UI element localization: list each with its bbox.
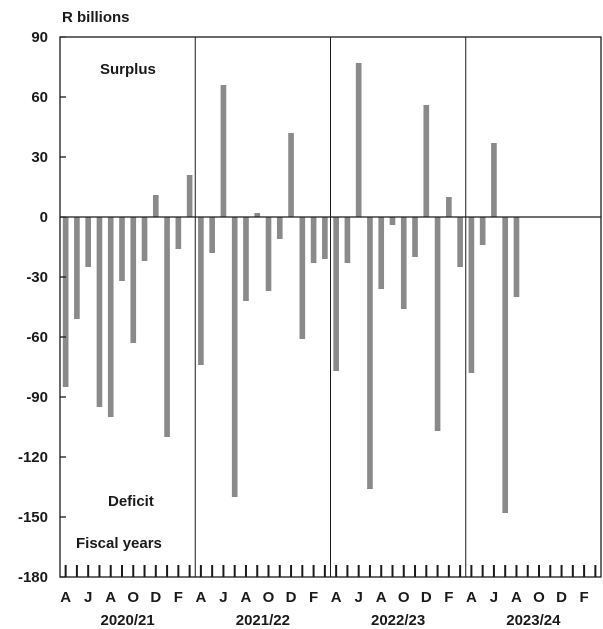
bar-2021-22-nov <box>276 217 283 239</box>
y-tick-label: 30 <box>31 149 48 166</box>
month-label: A <box>105 589 116 606</box>
month-label: O <box>263 589 275 606</box>
y-tick-label: -60 <box>26 329 48 346</box>
bar-2020-21-apr <box>62 217 69 387</box>
bar-2021-22-may <box>209 217 215 253</box>
bar-2022-23-may <box>344 217 351 263</box>
month-label: O <box>533 589 545 606</box>
fiscal-years-annotation: Fiscal years <box>76 535 162 552</box>
bar-2021-22-oct <box>265 217 272 291</box>
month-label: F <box>580 589 589 606</box>
bar-2020-21-aug <box>107 217 114 417</box>
bar-2020-21-nov <box>141 217 148 261</box>
fiscal-year-label: 2022/23 <box>371 612 425 629</box>
month-label: D <box>286 589 297 606</box>
month-label: F <box>174 589 183 606</box>
y-axis: 90 60 30 0 -30 -60 -90 -120 -150 -180 <box>18 29 66 586</box>
surplus-annotation: Surplus <box>100 61 156 78</box>
month-label: J <box>490 589 498 606</box>
bar-2022-23-jun <box>355 63 362 217</box>
bar-2020-21-feb <box>175 217 182 249</box>
bar-2023-24-jul <box>502 217 509 513</box>
bar-2020-21-may <box>74 217 80 319</box>
month-label: D <box>421 589 432 606</box>
bar-2020-21-sep <box>119 217 125 281</box>
month-label: A <box>376 589 387 606</box>
month-label: D <box>556 589 567 606</box>
bar-2022-23-jan <box>434 217 441 431</box>
bar-2022-23-dec <box>423 105 430 217</box>
bar-2022-23-jul <box>367 217 373 489</box>
month-label: O <box>398 589 410 606</box>
month-label: A <box>331 589 342 606</box>
bar-series <box>62 63 520 513</box>
bar-2021-22-jun <box>220 85 227 217</box>
bar-2020-21-dec <box>152 195 159 217</box>
y-tick-label: -90 <box>26 389 48 406</box>
month-label: J <box>219 589 227 606</box>
month-label: A <box>466 589 477 606</box>
month-label: F <box>444 589 453 606</box>
y-tick-label: 0 <box>40 209 48 226</box>
month-label: F <box>309 589 318 606</box>
bar-2021-22-aug <box>243 217 249 301</box>
bar-2023-24-aug <box>513 217 520 297</box>
bar-2020-21-jul <box>96 217 103 407</box>
bar-2021-22-mar <box>322 217 328 259</box>
fiscal-year-label: 2020/21 <box>101 612 155 629</box>
bar-2022-23-nov <box>412 217 418 257</box>
bar-2021-22-jul <box>231 217 238 497</box>
bar-2021-22-jan <box>299 217 306 339</box>
bar-2021-22-apr <box>198 217 204 365</box>
bar-2022-23-mar <box>457 217 463 267</box>
month-label: A <box>60 589 71 606</box>
bar-2022-23-sep <box>389 217 396 225</box>
bar-2021-22-feb <box>310 217 317 263</box>
y-tick-label: -30 <box>26 269 48 286</box>
bar-2023-24-may <box>479 217 486 245</box>
plot-frame <box>59 36 602 578</box>
deficit-annotation: Deficit <box>108 493 154 510</box>
y-tick-label: 60 <box>31 89 48 106</box>
bar-2023-24-apr <box>468 217 475 373</box>
bar-2023-24-jun <box>491 143 497 217</box>
bar-2021-22-dec <box>288 133 294 217</box>
bar-2022-23-aug <box>378 217 385 289</box>
y-tick-label: -120 <box>18 449 48 466</box>
month-label: A <box>241 589 252 606</box>
bar-2020-21-mar <box>186 175 193 217</box>
month-label: A <box>511 589 522 606</box>
y-tick-label: -180 <box>18 569 48 586</box>
bar-2020-21-jan <box>164 217 170 437</box>
month-label: D <box>150 589 161 606</box>
bar-2020-21-jun <box>85 217 91 267</box>
month-label: J <box>355 589 363 606</box>
bar-2022-23-feb <box>446 197 452 217</box>
y-axis-label: R billions <box>62 9 130 26</box>
fiscal-year-label: 2023/24 <box>506 612 561 629</box>
bar-2022-23-oct <box>400 217 407 309</box>
month-label: O <box>127 589 139 606</box>
y-tick-label: 90 <box>31 29 48 46</box>
fiscal-year-label: 2021/22 <box>236 612 290 629</box>
month-label: A <box>195 589 206 606</box>
bar-2021-22-sep <box>254 213 261 217</box>
month-label: J <box>84 589 92 606</box>
bar-2020-21-oct <box>130 217 137 343</box>
bar-2022-23-apr <box>333 217 339 371</box>
y-tick-label: -150 <box>18 509 48 526</box>
